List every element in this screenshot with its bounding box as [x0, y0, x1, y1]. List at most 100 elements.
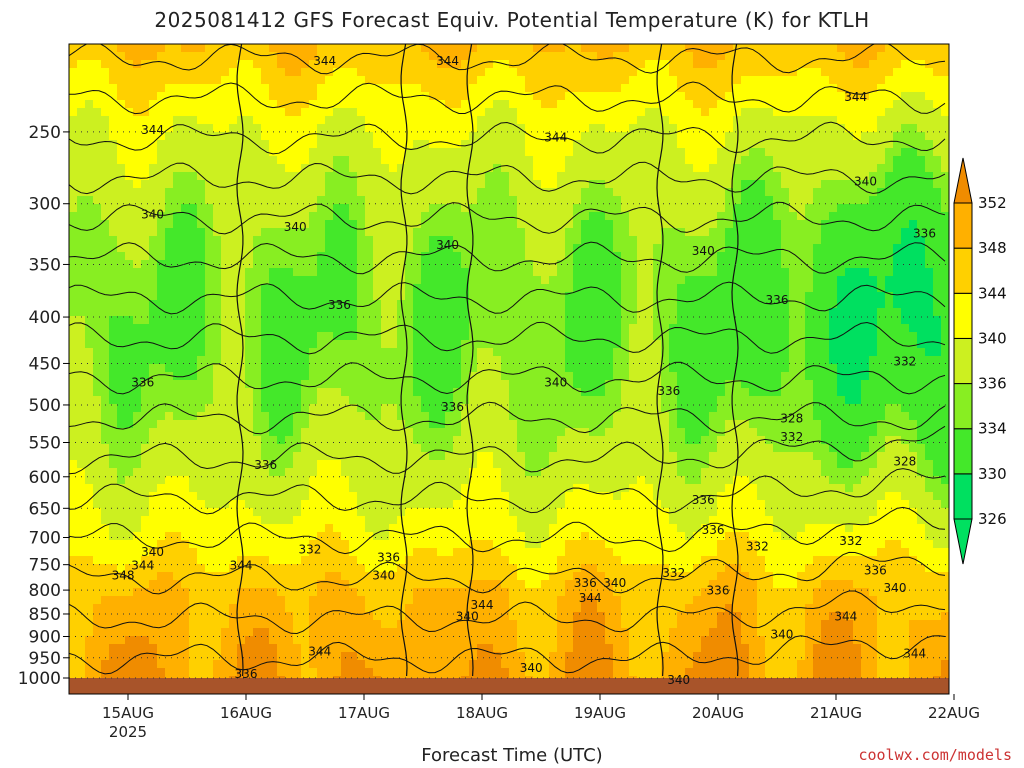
field-cell: [93, 116, 102, 125]
field-cell: [381, 228, 390, 237]
field-cell: [749, 340, 758, 349]
field-cell: [589, 124, 598, 133]
field-cell: [685, 108, 694, 117]
field-cell: [341, 268, 350, 277]
field-cell: [229, 108, 238, 117]
field-cell: [933, 356, 942, 365]
field-cell: [509, 60, 518, 69]
field-cell: [285, 180, 294, 189]
field-cell: [229, 260, 238, 269]
field-cell: [605, 188, 614, 197]
field-cell: [749, 124, 758, 133]
field-cell: [261, 132, 270, 141]
field-cell: [93, 76, 102, 85]
field-cell: [205, 300, 214, 309]
field-cell: [837, 252, 846, 261]
field-cell: [717, 212, 726, 221]
field-cell: [221, 84, 230, 93]
field-cell: [181, 228, 190, 237]
field-cell: [245, 196, 254, 205]
field-cell: [485, 188, 494, 197]
field-cell: [69, 60, 78, 69]
field-cell: [133, 124, 142, 133]
field-cell: [269, 316, 278, 325]
field-cell: [357, 156, 366, 165]
field-cell: [117, 164, 126, 173]
field-cell: [861, 188, 870, 197]
field-cell: [933, 260, 942, 269]
field-cell: [109, 308, 118, 317]
field-cell: [229, 156, 238, 165]
field-cell: [341, 52, 350, 61]
field-cell: [685, 196, 694, 205]
field-cell: [629, 380, 638, 389]
field-cell: [733, 364, 742, 373]
field-cell: [573, 268, 582, 277]
field-cell: [781, 308, 790, 317]
field-cell: [517, 164, 526, 173]
field-cell: [181, 356, 190, 365]
field-cell: [557, 44, 566, 53]
field-cell: [661, 340, 670, 349]
field-cell: [677, 84, 686, 93]
field-cell: [581, 252, 590, 261]
field-cell: [93, 156, 102, 165]
field-cell: [565, 380, 574, 389]
field-cell: [677, 188, 686, 197]
field-cell: [837, 220, 846, 229]
field-cell: [637, 188, 646, 197]
field-cell: [117, 140, 126, 149]
field-cell: [893, 268, 902, 277]
field-cell: [541, 188, 550, 197]
field-cell: [557, 308, 566, 317]
field-cell: [629, 228, 638, 237]
field-cell: [549, 92, 558, 101]
field-cell: [637, 60, 646, 69]
field-cell: [389, 356, 398, 365]
field-cell: [661, 188, 670, 197]
field-cell: [261, 244, 270, 253]
field-cell: [277, 180, 286, 189]
field-cell: [685, 44, 694, 53]
field-cell: [229, 372, 238, 381]
field-cell: [821, 284, 830, 293]
field-cell: [365, 76, 374, 85]
field-cell: [813, 52, 822, 61]
field-cell: [837, 204, 846, 213]
field-cell: [941, 268, 949, 277]
field-cell: [245, 164, 254, 173]
field-cell: [301, 236, 310, 245]
field-cell: [189, 380, 198, 389]
field-cell: [909, 52, 918, 61]
field-cell: [493, 292, 502, 301]
field-cell: [557, 188, 566, 197]
field-cell: [637, 236, 646, 245]
field-cell: [85, 268, 94, 277]
field-cell: [613, 196, 622, 205]
field-cell: [157, 52, 166, 61]
field-cell: [613, 212, 622, 221]
field-cell: [77, 300, 86, 309]
field-cell: [341, 220, 350, 229]
field-cell: [581, 332, 590, 341]
field-cell: [389, 68, 398, 77]
field-cell: [933, 212, 942, 221]
field-cell: [917, 340, 926, 349]
field-cell: [405, 388, 414, 397]
field-cell: [589, 340, 598, 349]
field-cell: [197, 292, 206, 301]
field-cell: [229, 404, 238, 413]
field-cell: [189, 124, 198, 133]
field-cell: [773, 220, 782, 229]
field-cell: [869, 244, 878, 253]
field-cell: [621, 156, 630, 165]
field-cell: [285, 252, 294, 261]
field-cell: [749, 236, 758, 245]
field-cell: [469, 268, 478, 277]
field-cell: [165, 188, 174, 197]
field-cell: [493, 140, 502, 149]
field-cell: [589, 52, 598, 61]
field-cell: [453, 140, 462, 149]
field-cell: [389, 156, 398, 165]
field-cell: [909, 284, 918, 293]
